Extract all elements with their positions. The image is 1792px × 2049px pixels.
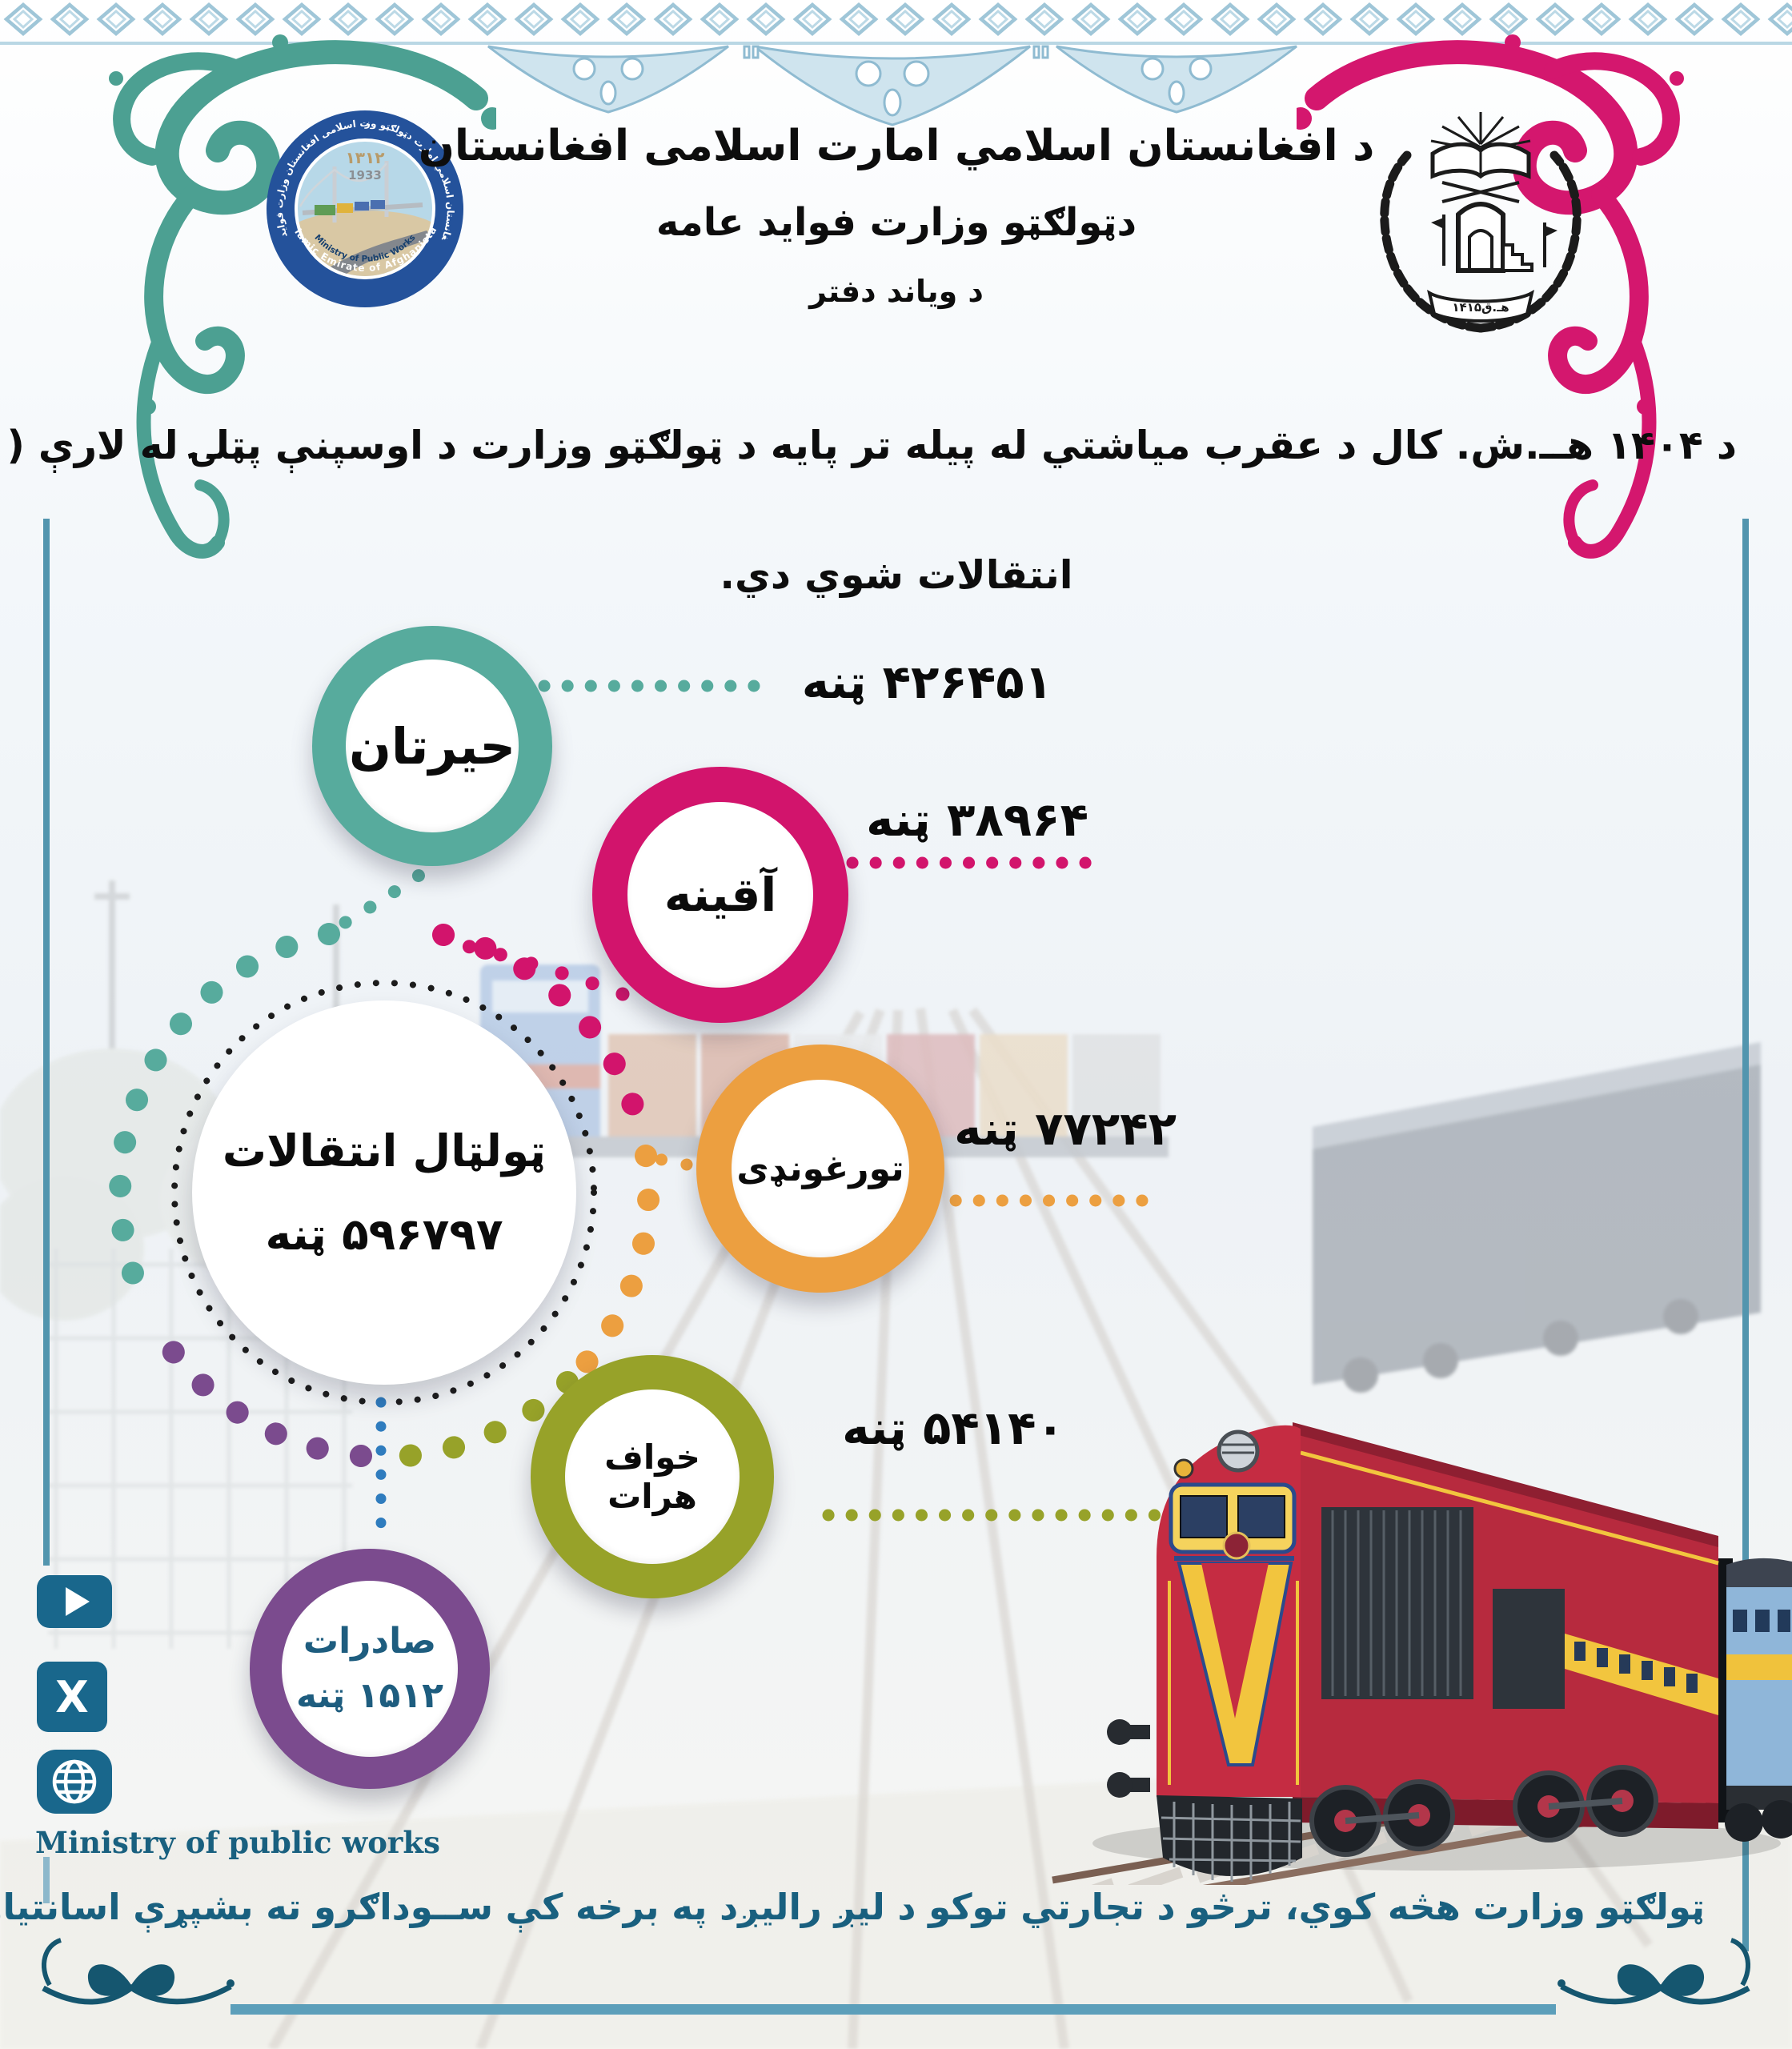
x-glyph: X [55,1671,89,1722]
station-value-torghundi: ۷۷۲۴۲ ټنه [954,1101,1177,1156]
exports-value: ۱۵۱۲ ټنه [296,1675,443,1716]
intro-paragraph-line1: د ۱۴۰۴ هــ.ش. کال د عقرب میاشتي له پیله … [0,423,1737,468]
faded-right-train [1313,1042,1761,1393]
station-circle-khaf-herat: خواف هرات [531,1355,774,1598]
station-circle-aqina: آقینه [592,767,848,1023]
exports-circle: صادرات ۱۵۱۲ ټنه [250,1549,490,1789]
frame-line-left-lower [43,1857,50,1903]
red-train-illustration [1052,1422,1792,1885]
org-title-line2: دټولګټو وزارت فواید عامه [655,200,1137,245]
org-title-line1: د افغانستان اسلامي امارت اسلامی افغانستا… [418,122,1375,170]
org-title-line3: د ویاند دفتر [809,274,984,309]
blue-coach [1725,1558,1792,1842]
station-value-khaf-herat: ۵۴۱۴۰ ټنه [842,1401,1064,1455]
total-circle: ټولټال انتقالات ۵۹۶۷۹۷ ټنه [192,1000,576,1385]
globe-website-icon[interactable] [37,1750,112,1814]
logo-year-shamsi: ۱۳۱۲ [346,148,385,167]
station-circle-hairatan: حیرتان [312,626,552,866]
station-value-aqina: ۳۸۹۶۴ ټنه [866,792,1088,847]
frame-line-left [43,519,50,1566]
frame-line-right [1742,519,1749,1951]
station-label: حیرتان [348,716,516,776]
footer-note: ټولګټو وزارت هڅه کوي، ترڅو د تجارتي توکو… [0,1886,1705,1928]
corner-flourish-left [37,1937,237,2020]
youtube-icon[interactable] [37,1575,112,1628]
intro-paragraph-line2: انتقالات شوي دي. [720,552,1073,598]
station-value-hairatan: ۴۲۶۴۵۱ ټنه [801,655,1052,709]
station-label: آقینه [663,868,777,922]
x-twitter-icon[interactable]: X [37,1662,107,1732]
ministry-logo: ۱۳۱۲ 1933 د افغانستان اسلامي امارت دټولګ… [267,110,463,307]
cowcatcher [1157,1795,1302,1882]
station-label: تورغونډی [736,1148,904,1189]
top-border-ornament [0,2,1792,126]
emblem-date: ۱۴۱۵هـ.ق [1452,300,1509,315]
total-value: ۵۹۶۷۹۷ ټنه [265,1209,503,1260]
exports-label: صادرات [303,1620,437,1662]
corner-flourish-right [1555,1937,1755,2020]
station-label: خواف هرات [604,1438,700,1516]
bottom-border-line [231,2004,1556,2015]
station-circle-torghundi: تورغونډی [696,1045,944,1293]
total-label: ټولټال انتقالات [222,1125,547,1177]
logo-year-gregorian: 1933 [348,168,382,182]
emirate-emblem: ۱۴۱۵هـ.ق [1380,112,1582,333]
ministry-name-english: Ministry of public works [35,1825,440,1860]
